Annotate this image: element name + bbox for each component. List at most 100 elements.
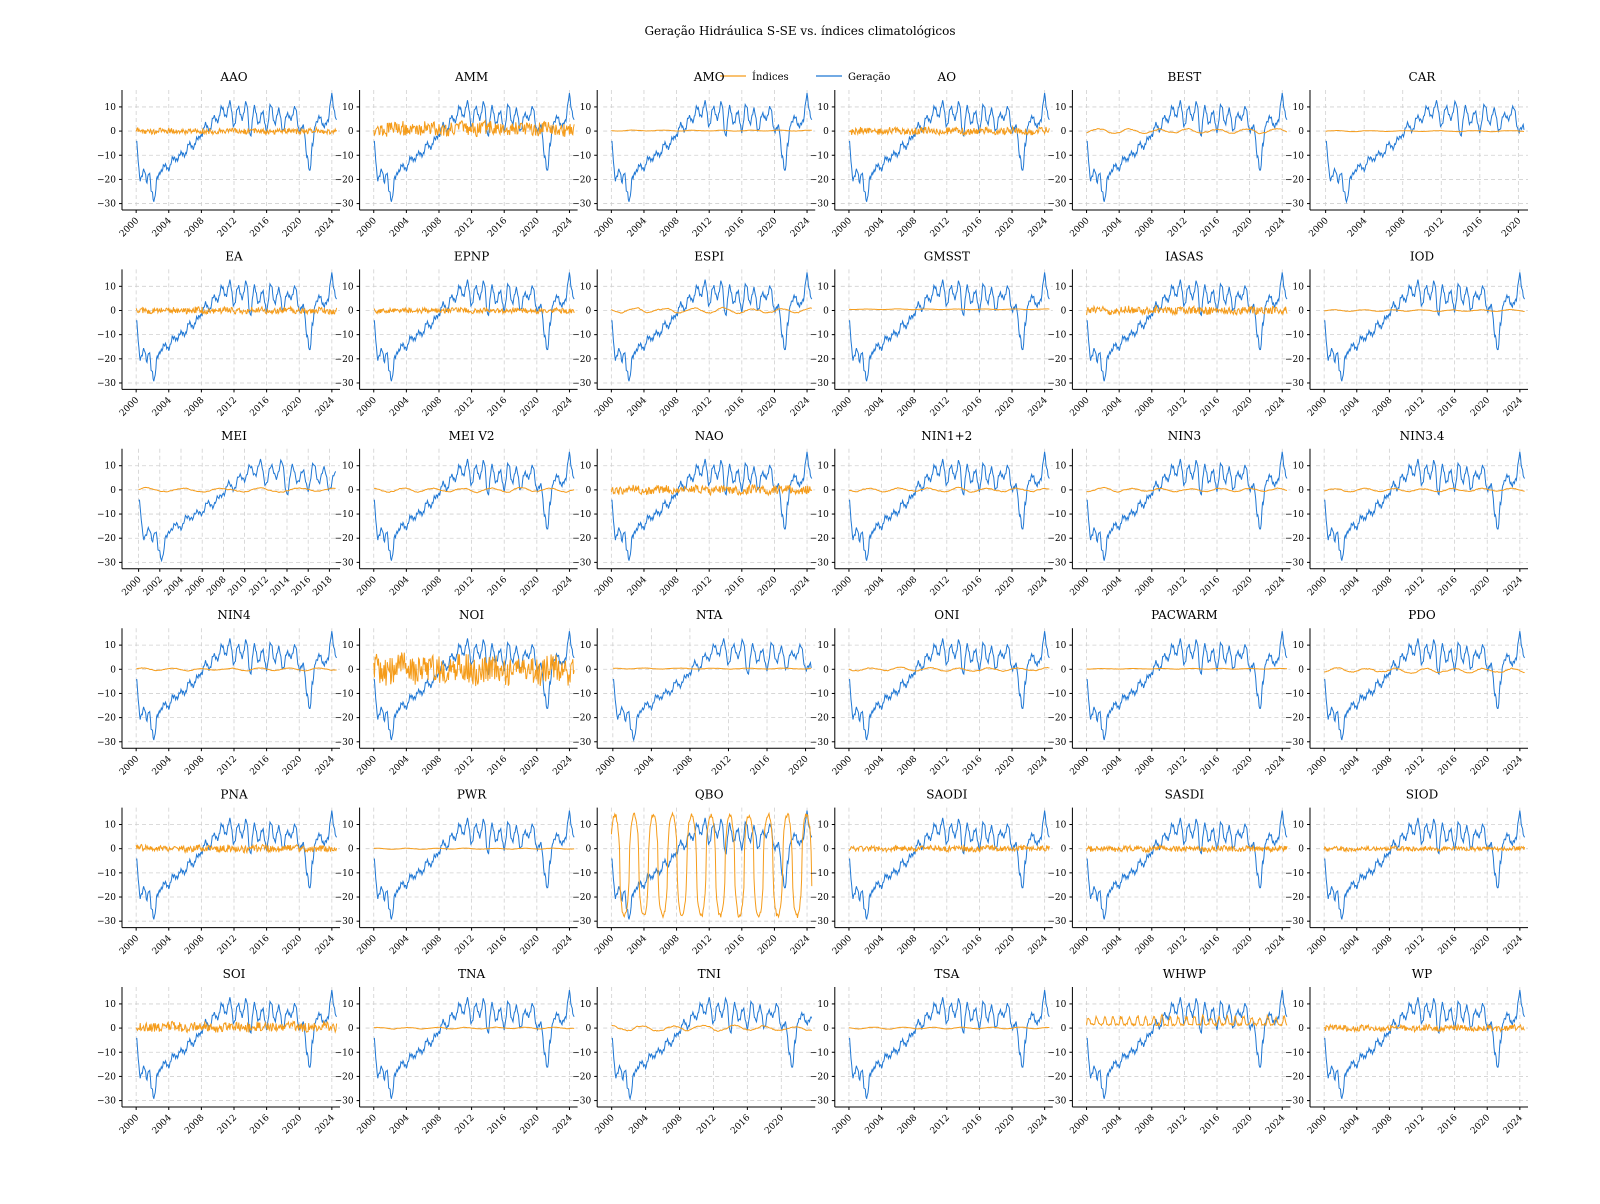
x-tick-label: 2012 — [216, 934, 239, 957]
x-tick-label: 2004 — [1101, 754, 1124, 777]
series-indices — [611, 306, 813, 315]
series-geracao — [136, 92, 338, 202]
x-tick-label: 2004 — [626, 575, 649, 598]
y-tick-label: −30 — [1047, 379, 1066, 389]
series-indices — [848, 125, 1050, 137]
series-geracao — [136, 272, 338, 382]
y-tick-label: 10 — [342, 821, 354, 831]
y-tick-label: −10 — [1285, 510, 1304, 520]
y-tick-label: 10 — [105, 282, 117, 292]
panel-tna: TNA −30 −20 −10 0 10 2000 2004 2008 2012 2016 2020 2… — [335, 967, 578, 1136]
series-geracao — [1324, 272, 1526, 382]
panel-whwp: WHWP −30 −20 −10 0 10 2000 2004 2008 2012 2016 2020… — [1047, 967, 1291, 1136]
y-tick-label: −10 — [572, 689, 591, 699]
y-tick-label: 10 — [105, 462, 117, 472]
y-tick-label: 0 — [585, 306, 591, 316]
x-tick-label: 2004 — [1101, 1113, 1124, 1136]
y-tick-label: 0 — [348, 486, 354, 496]
x-tick-label: 2016 — [486, 395, 509, 418]
x-tick-label: 2020 — [1231, 933, 1254, 956]
panel-pna: PNA −30 −20 −10 0 10 2000 2004 2008 2012 2016 2020 2… — [97, 788, 340, 957]
panel-title: ESPI — [694, 249, 724, 263]
x-tick-label: 2012 — [453, 395, 476, 418]
y-tick-label: 0 — [1061, 306, 1067, 316]
x-tick-label: 2024 — [1264, 575, 1287, 598]
x-tick-label: 2012 — [1404, 1113, 1427, 1136]
series-indices — [1323, 844, 1526, 853]
series-indices — [1086, 127, 1287, 135]
series-indices — [138, 486, 336, 493]
x-tick-label: 2004 — [388, 216, 411, 239]
x-tick-label: 2012 — [216, 754, 239, 777]
y-tick-label: −10 — [572, 869, 591, 879]
series-indices — [373, 652, 575, 687]
y-tick-label: 0 — [110, 127, 116, 137]
x-tick-label: 2000 — [1068, 1113, 1091, 1136]
series-indices — [611, 129, 812, 132]
x-tick-label: 2000 — [356, 216, 379, 239]
x-tick-label: 2008 — [896, 216, 919, 239]
series-geracao — [1086, 631, 1288, 741]
y-tick-label: −10 — [1285, 151, 1304, 161]
x-tick-label: 2012 — [1166, 216, 1189, 239]
x-tick-label: 2004 — [388, 1113, 411, 1136]
x-tick-label: 2008 — [421, 754, 444, 777]
y-tick-label: −20 — [335, 1072, 354, 1082]
y-tick-label: −20 — [1047, 714, 1066, 724]
y-tick-label: −10 — [810, 331, 829, 341]
y-tick-label: −30 — [1047, 558, 1066, 568]
y-tick-label: 0 — [1061, 1024, 1067, 1034]
series-geracao — [1325, 99, 1525, 204]
panel-saodi: SAODI −30 −20 −10 0 10 2000 2004 2008 2012 2016 202… — [810, 788, 1053, 957]
series-indices — [135, 667, 337, 672]
y-tick-label: 10 — [342, 641, 354, 651]
x-tick-label: 2010 — [226, 575, 249, 598]
panel-nta: NTA −30 −20 −10 0 10 2000 2004 2008 2012 2016 2020 — [572, 608, 816, 778]
x-tick-label: 2000 — [831, 754, 854, 777]
y-tick-label: 0 — [348, 665, 354, 675]
panel-title: WP — [1412, 967, 1432, 981]
x-tick-label: 2020 — [519, 933, 542, 956]
panel-pdo: PDO −30 −20 −10 0 10 2000 2004 2008 2012 2016 2020 2… — [1285, 608, 1528, 778]
panel-title: NAO — [695, 429, 724, 443]
x-tick-label: 2000 — [593, 933, 616, 956]
y-tick-label: −10 — [572, 510, 591, 520]
x-tick-label: 2020 — [994, 754, 1017, 777]
x-tick-label: 2020 — [519, 754, 542, 777]
y-tick-label: −20 — [97, 175, 116, 185]
series-indices — [1325, 130, 1525, 133]
panel-tsa: TSA −30 −20 −10 0 10 2000 2004 2008 2012 2016 2020 2… — [810, 967, 1053, 1136]
x-tick-label: 2012 — [929, 754, 952, 777]
y-tick-label: −20 — [1285, 893, 1304, 903]
x-tick-label: 2008 — [183, 933, 206, 956]
panel-title: MEI — [221, 429, 247, 443]
panel-title: AMO — [693, 70, 725, 84]
x-tick-label: 2024 — [789, 395, 812, 418]
panel-nin1-2: NIN1+2 −30 −20 −10 0 10 2000 2004 2008 2012 2016 20… — [810, 429, 1053, 598]
y-tick-label: −30 — [97, 1097, 116, 1107]
y-tick-label: −30 — [810, 558, 829, 568]
x-tick-label: 2020 — [281, 1113, 304, 1136]
y-tick-label: 10 — [1293, 103, 1305, 113]
y-tick-label: −30 — [810, 379, 829, 389]
series-indices — [1324, 667, 1525, 674]
x-tick-label: 2016 — [729, 1113, 752, 1136]
x-tick-label: 2024 — [1026, 933, 1049, 956]
y-tick-label: −20 — [335, 175, 354, 185]
x-tick-label: 2000 — [356, 754, 379, 777]
series-indices — [135, 843, 338, 855]
y-tick-label: −20 — [1285, 714, 1304, 724]
y-tick-label: −20 — [1047, 355, 1066, 365]
x-tick-label: 2004 — [151, 216, 174, 239]
y-tick-label: 0 — [1061, 665, 1067, 675]
x-tick-label: 2012 — [453, 216, 476, 239]
y-tick-label: 0 — [1298, 845, 1304, 855]
panel-amo: AMO −30 −20 −10 0 10 2000 2004 2008 2012 2016 2020 2… — [572, 70, 816, 239]
y-tick-label: −10 — [1047, 151, 1066, 161]
series-geracao — [611, 996, 813, 1101]
series-geracao — [1086, 989, 1288, 1099]
panel-sasdi: SASDI −30 −20 −10 0 10 2000 2004 2008 2012 2016 202… — [1047, 788, 1291, 957]
y-tick-label: −20 — [1285, 1072, 1304, 1082]
x-tick-label: 2004 — [863, 395, 886, 418]
x-tick-label: 2020 — [519, 575, 542, 598]
